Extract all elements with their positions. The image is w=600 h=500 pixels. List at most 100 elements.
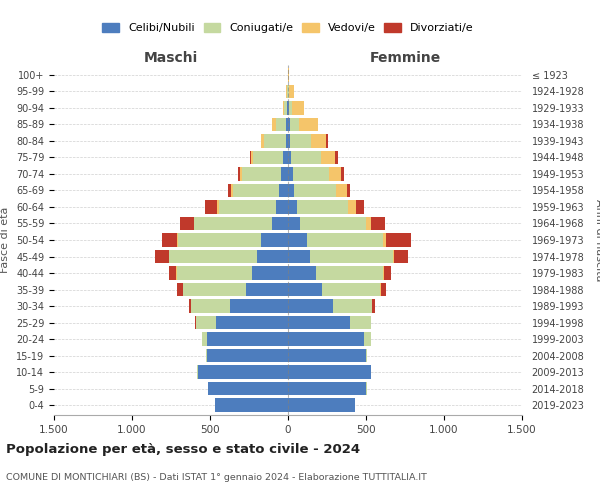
Bar [288,150,291,164]
Bar [288,398,355,412]
Bar [281,167,288,180]
Bar [386,233,411,247]
Bar [372,300,376,313]
Bar [394,250,408,264]
Bar [337,184,347,197]
Bar [250,150,251,164]
Bar [371,216,385,230]
Bar [329,167,341,180]
Bar [286,134,288,147]
Bar [286,118,288,131]
Bar [195,316,196,330]
Bar [194,216,272,230]
Bar [292,101,304,114]
Bar [384,266,391,280]
Bar [251,150,253,164]
Bar [202,332,207,346]
Bar [272,216,288,230]
Bar [335,150,338,164]
Bar [347,184,350,197]
Bar [316,266,383,280]
Bar [317,118,319,131]
Bar [184,283,246,296]
Bar [246,283,288,296]
Bar [280,184,288,197]
Bar [196,316,216,330]
Text: COMUNE DI MONTICHIARI (BS) - Dati ISTAT 1° gennaio 2024 - Elaborazione TUTTITALI: COMUNE DI MONTICHIARI (BS) - Dati ISTAT … [6,472,427,482]
Bar [341,167,344,180]
Bar [322,283,380,296]
Bar [288,167,293,180]
Bar [238,167,241,180]
Bar [183,283,184,296]
Bar [301,216,366,230]
Bar [287,101,288,114]
Bar [380,283,381,296]
Bar [241,167,242,180]
Bar [189,300,191,313]
Bar [176,266,177,280]
Bar [277,200,288,214]
Bar [288,332,364,346]
Bar [208,382,288,396]
Bar [207,332,288,346]
Bar [218,200,277,214]
Bar [288,200,296,214]
Bar [288,233,307,247]
Bar [348,200,356,214]
Text: Maschi: Maschi [144,51,198,65]
Bar [261,134,262,147]
Bar [177,283,182,296]
Bar [207,349,288,362]
Bar [296,200,348,214]
Bar [290,134,311,147]
Bar [356,200,364,214]
Bar [260,233,288,247]
Bar [299,118,317,131]
Bar [242,167,281,180]
Bar [169,250,257,264]
Bar [178,233,260,247]
Bar [217,200,218,214]
Bar [288,349,366,362]
Bar [289,84,294,98]
Bar [293,167,329,180]
Bar [294,184,337,197]
Bar [364,332,371,346]
Legend: Celibi/Nubili, Coniugati/e, Vedovi/e, Divorziati/e: Celibi/Nubili, Coniugati/e, Vedovi/e, Di… [98,18,478,38]
Bar [181,216,194,230]
Bar [191,300,230,313]
Bar [284,101,287,114]
Text: Popolazione per età, sesso e stato civile - 2024: Popolazione per età, sesso e stato civil… [6,442,360,456]
Bar [275,118,286,131]
Bar [321,150,335,164]
Bar [155,250,169,264]
Bar [283,150,288,164]
Bar [381,283,386,296]
Bar [366,216,371,230]
Bar [290,118,299,131]
Bar [392,250,394,264]
Bar [288,134,290,147]
Bar [283,101,284,114]
Bar [288,366,371,379]
Bar [383,233,386,247]
Bar [288,300,333,313]
Bar [169,266,176,280]
Bar [231,184,233,197]
Bar [307,233,383,247]
Bar [257,250,288,264]
Y-axis label: Anni di nascita: Anni di nascita [594,198,600,281]
Bar [291,150,321,164]
Bar [228,184,231,197]
Bar [288,382,366,396]
Bar [215,398,288,412]
Bar [366,382,367,396]
Bar [272,118,275,131]
Bar [289,101,292,114]
Bar [288,101,289,114]
Bar [197,366,288,379]
Bar [177,233,178,247]
Bar [216,316,288,330]
Bar [326,134,328,147]
